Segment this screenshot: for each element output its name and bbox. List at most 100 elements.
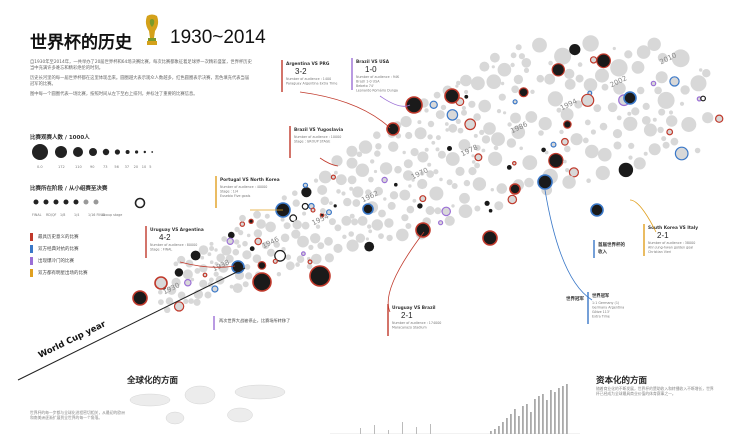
match-bubble	[628, 155, 633, 160]
match-bubble	[211, 285, 219, 293]
match-bubble	[310, 207, 316, 213]
match-bubble	[252, 254, 262, 263]
match-bubble	[425, 206, 435, 215]
intro-paragraph: 历史长河里的每一届世界杯都在这里体现出来。圆圈越大表示观众人数越多，红色圆圈表示…	[30, 76, 250, 87]
match-bubble	[239, 214, 246, 222]
highlight-bubble	[309, 265, 331, 287]
match-bubble	[636, 45, 651, 59]
audience-legend-circle	[135, 150, 139, 154]
match-bubble	[478, 99, 492, 113]
match-bubble	[355, 233, 366, 243]
match-bubble	[680, 85, 690, 95]
match-bubble	[330, 174, 336, 180]
annotation-title: 世界冠军	[592, 292, 610, 299]
match-bubble	[295, 262, 300, 267]
annotation-score: 1-0	[365, 65, 377, 74]
match-bubble	[455, 118, 461, 124]
match-bubble	[356, 151, 363, 158]
match-bubble	[232, 283, 243, 293]
match-bubble	[448, 123, 458, 133]
match-bubble	[207, 252, 212, 257]
match-bubble	[446, 179, 453, 186]
match-bubble	[658, 108, 666, 116]
highlight-bubble	[252, 272, 272, 292]
audience-legend-circle	[102, 148, 110, 156]
match-bubble	[301, 251, 306, 257]
round-legend-circle	[93, 199, 99, 205]
match-bubble	[355, 163, 370, 177]
match-bubble	[536, 74, 545, 83]
match-bubble	[405, 223, 412, 229]
match-bubble	[488, 208, 493, 213]
match-bubble	[202, 272, 208, 278]
map-land	[129, 393, 171, 407]
match-bubble	[631, 107, 640, 116]
match-bubble	[511, 125, 526, 139]
match-bubble	[468, 167, 477, 176]
round-legend-label: 1/8	[60, 213, 65, 217]
match-bubble	[666, 115, 678, 127]
annotation-leader	[544, 189, 593, 301]
match-bubble	[308, 244, 314, 250]
match-bubble	[481, 148, 486, 153]
match-bubble	[455, 84, 459, 88]
match-bubble	[666, 128, 674, 136]
highlight-bubble	[386, 122, 400, 136]
match-bubble	[429, 186, 444, 201]
match-bubble	[491, 65, 495, 69]
match-bubble	[457, 127, 464, 134]
match-bubble	[165, 297, 174, 305]
match-bubble	[221, 245, 232, 256]
match-bubble	[582, 35, 599, 52]
match-bubble	[324, 236, 333, 246]
globalization-title: 全球化的方面	[127, 376, 179, 386]
annotation-line: Number of audience : 94K	[356, 75, 400, 79]
match-bubble	[272, 258, 278, 264]
match-bubble	[435, 147, 440, 152]
match-bubble	[406, 205, 415, 214]
match-bubble	[654, 86, 662, 95]
match-bubble	[510, 62, 515, 68]
match-bubble	[556, 107, 562, 113]
match-bubble	[326, 209, 333, 216]
audience-legend-circle	[32, 144, 48, 160]
match-bubble	[336, 189, 341, 194]
match-bubble	[563, 120, 572, 129]
match-bubble	[311, 253, 322, 265]
match-bubble	[173, 301, 185, 312]
round-legend-circle	[53, 199, 59, 205]
match-bubble	[375, 143, 382, 150]
match-bubble	[333, 243, 343, 253]
match-bubble	[511, 85, 519, 94]
match-bubble	[479, 129, 485, 135]
match-bubble	[497, 62, 512, 77]
match-bubble	[346, 239, 359, 252]
match-bubble	[384, 218, 394, 228]
match-bubble	[302, 211, 307, 216]
match-bubble	[581, 93, 595, 107]
annotation-line: Number of audience : 40000	[220, 185, 267, 189]
highlight-bubble	[444, 88, 460, 104]
match-bubble	[690, 75, 707, 92]
match-bubble	[424, 108, 429, 113]
match-bubble	[329, 201, 333, 206]
highlight-bubble	[482, 230, 498, 246]
match-bubble	[657, 91, 675, 109]
match-bubble	[694, 147, 701, 154]
match-bubble	[341, 191, 346, 196]
match-bubble	[479, 61, 490, 72]
match-bubble	[544, 150, 549, 155]
match-bubble	[596, 53, 611, 69]
bar	[506, 418, 508, 434]
bar	[542, 394, 544, 434]
match-bubble	[623, 116, 638, 131]
match-bubble	[313, 178, 319, 183]
match-bubble	[515, 44, 522, 51]
match-bubble	[232, 248, 240, 256]
annotation-line: Number of audience : 10000	[294, 135, 341, 139]
match-bubble	[320, 196, 330, 206]
match-bubble	[522, 155, 538, 171]
match-bubble	[234, 239, 240, 245]
